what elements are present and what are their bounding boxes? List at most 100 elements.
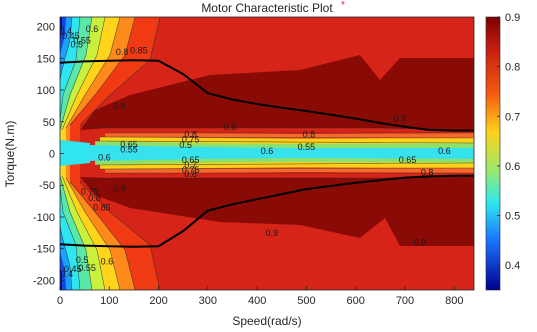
efficiency-band-050-center [60, 140, 90, 166]
contour-label: 0.85 [130, 46, 148, 56]
contour-line [99, 136, 474, 139]
contour-line [60, 185, 81, 290]
contour-label: 0.8 [303, 129, 316, 139]
x-tick-label: 400 [248, 295, 266, 307]
y-tick-label: -50 [39, 180, 55, 192]
contour-line [60, 175, 93, 290]
contour-labels: 0.40.450.50.550.60.8 0.850.90.90.90.8 0.80… [60, 24, 451, 279]
contour-label: 0.5 [179, 140, 192, 150]
y-tick-label: -100 [33, 212, 55, 224]
contour-label: 0.9 [224, 122, 237, 132]
contour-label: 0.5 [70, 39, 83, 49]
y-tick-label: 200 [37, 22, 55, 34]
efficiency-region-090-upper [80, 55, 474, 130]
y-tick-label: -200 [33, 275, 55, 287]
contour-line [60, 17, 81, 121]
contour-label: 0.6 [261, 146, 274, 156]
y-tick-label: 0 [49, 149, 55, 161]
y-tick-label: 150 [37, 53, 55, 65]
x-tick-label: 0 [57, 295, 63, 307]
contour-line [79, 181, 161, 290]
x-tick-label: 300 [199, 295, 217, 307]
contour-label: 0.4 [61, 269, 74, 279]
contour-label: 0.75 [182, 165, 200, 175]
y-axis: 200 150 100 50 0 -50 -100 -150 -200 [33, 22, 64, 287]
contour-label: 0.8 [184, 169, 197, 179]
x-tick-label: 600 [347, 295, 365, 307]
contour-label: 0.6 [438, 146, 451, 156]
contour-label: 0.75 [182, 135, 200, 145]
colorbar-tick-label: 0.7 [505, 111, 520, 123]
contour-line [69, 17, 136, 126]
x-axis: 0 100 200 300 400 500 600 700 800 [57, 286, 463, 307]
contour-label: 0.9 [113, 101, 126, 111]
contour-label: 0.6 [101, 256, 114, 266]
x-tick-label: 800 [445, 295, 463, 307]
contour-label: 0.65 [120, 140, 138, 150]
contour-label: 0.7 [184, 160, 197, 170]
colorbar-tick-label: 0.9 [505, 12, 520, 24]
contour-label: 0.8 [116, 47, 129, 57]
y-tick-label: 100 [37, 85, 55, 97]
max-torque-curve-upper [60, 59, 474, 132]
contour-label: 0.45 [62, 31, 80, 41]
contour-line [79, 17, 161, 126]
max-torque-curve-lower [60, 174, 474, 248]
contour-line [99, 167, 474, 170]
contour-label: 0.55 [78, 263, 96, 273]
x-tick-label: 700 [396, 295, 414, 307]
contour-line [61, 175, 106, 290]
contour-line [94, 140, 474, 144]
colorbar-tick-label: 0.6 [505, 161, 520, 173]
efficiency-region-055 [60, 17, 80, 290]
colorbar-tick-label: 0.8 [505, 62, 520, 74]
contour-lines [60, 17, 474, 290]
x-tick-label: 100 [100, 295, 118, 307]
y-tick-label: -150 [33, 244, 55, 256]
contour-line [79, 124, 474, 131]
contour-label: 0.8 [88, 193, 101, 203]
contour-line [65, 17, 121, 129]
y-axis-label: Torque(N.m) [3, 121, 17, 188]
chart-title: Motor Characteristic Plot [201, 1, 333, 15]
x-axis-label: Speed(rad/s) [232, 314, 301, 328]
contour-line [94, 162, 474, 166]
contour-label: 0.85 [93, 202, 111, 212]
contour-label: 0.9 [113, 183, 126, 193]
contour-label: 0.8 [421, 168, 434, 178]
contour-label: 0.55 [120, 145, 138, 155]
y-tick-label: 50 [43, 117, 55, 129]
contour-label: 0.9 [394, 114, 407, 124]
contour-label: 0.4 [60, 26, 73, 36]
contour-label: 0.65 [399, 155, 417, 165]
contour-label: 0.6 [86, 24, 99, 34]
efficiency-region-090-lower [80, 177, 474, 246]
contour-label: 0.45 [64, 264, 82, 274]
x-tick-label: 500 [297, 295, 315, 307]
efficiency-band-055 [90, 145, 474, 161]
contour-label: 0.8 [184, 129, 197, 139]
contour-line [69, 181, 136, 290]
colorbar-tick-label: 0.4 [505, 260, 520, 272]
contour-line [60, 225, 73, 290]
contour-label: 0.9 [414, 237, 427, 247]
colorbar-ticks: 0.9 0.8 0.7 0.6 0.5 0.4 [497, 12, 520, 272]
title-marker: * [341, 0, 345, 11]
contour-label: 0.5 [76, 255, 89, 265]
contour-label: 0.55 [73, 35, 91, 45]
contour-label: 0.9 [266, 228, 279, 238]
colorbar [485, 16, 501, 291]
contour-line [61, 17, 106, 131]
x-tick-label: 200 [149, 295, 167, 307]
contour-line [60, 17, 73, 81]
contour-line [60, 17, 93, 131]
contour-label: 0.65 [182, 155, 200, 165]
efficiency-region-040 [60, 17, 66, 290]
contour-label: 0.6 [98, 152, 111, 162]
contour-label: 0.75 [81, 187, 99, 197]
contour-line [65, 177, 121, 290]
contour-label: 0.55 [298, 142, 316, 152]
efficiency-region-060 [60, 17, 92, 290]
contour-plot-area: 0.40.450.50.550.60.8 0.850.90.90.90.8 0.80… [60, 17, 474, 290]
